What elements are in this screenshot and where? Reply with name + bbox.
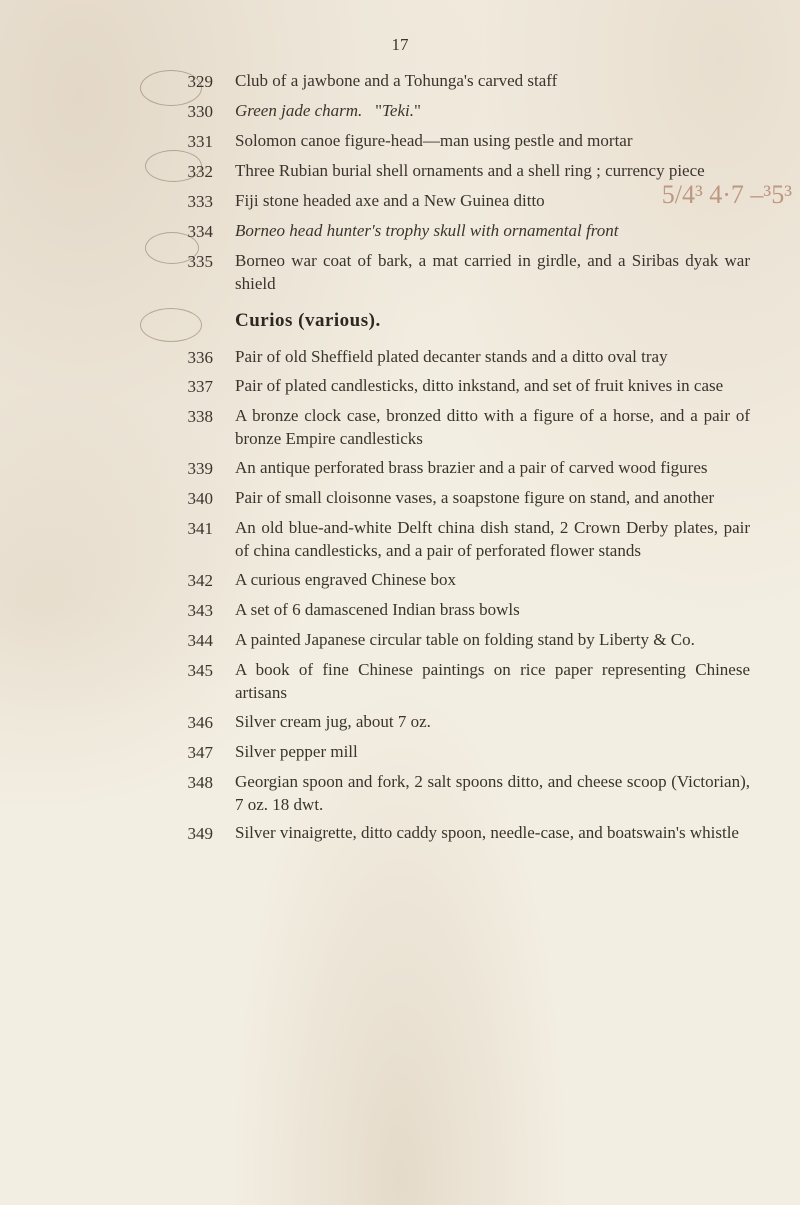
catalogue-description: Green jade charm. "Teki." <box>235 100 750 123</box>
catalogue-description: A curious engraved Chinese box <box>235 569 750 592</box>
catalogue-entry: 341An old blue-and-white Delft china dis… <box>145 517 750 563</box>
catalogue-number: 331 <box>145 130 235 154</box>
catalogue-entry: 332Three Rubian burial shell ornaments a… <box>145 160 750 184</box>
catalogue-entry: 336Pair of old Sheffield plated decanter… <box>145 346 750 370</box>
catalogue-description: A book of fine Chinese paintings on rice… <box>235 659 750 705</box>
catalogue-description: Club of a jawbone and a Tohunga's carved… <box>235 70 750 93</box>
catalogue-number: 333 <box>145 190 235 214</box>
catalogue-entry: 330Green jade charm. "Teki." <box>145 100 750 124</box>
catalogue-entry: 345A book of fine Chinese paintings on r… <box>145 659 750 705</box>
catalogue-entry: 342A curious engraved Chinese box <box>145 569 750 593</box>
catalogue-entry: 349Silver vinaigrette, ditto caddy spoon… <box>145 822 750 846</box>
catalogue-entry: 334Borneo head hunter's trophy skull wit… <box>145 220 750 244</box>
page-number: 17 <box>0 35 800 55</box>
catalogue-number: 345 <box>145 659 235 683</box>
catalogue-entry: 339An antique perforated brass brazier a… <box>145 457 750 481</box>
catalogue-entry: 338A bronze clock case, bronzed ditto wi… <box>145 405 750 451</box>
catalogue-number: 336 <box>145 346 235 370</box>
section-heading: Curios (various). <box>235 310 750 332</box>
catalogue-number: 330 <box>145 100 235 124</box>
catalogue-body: 329Club of a jawbone and a Tohunga's car… <box>145 70 750 852</box>
catalogue-number: 341 <box>145 517 235 541</box>
catalogue-entry: 340Pair of small cloisonne vases, a soap… <box>145 487 750 511</box>
catalogue-number: 349 <box>145 822 235 846</box>
catalogue-number: 329 <box>145 70 235 94</box>
catalogue-entry: 344A painted Japanese circular table on … <box>145 629 750 653</box>
catalogue-entry: 343A set of 6 damascened Indian brass bo… <box>145 599 750 623</box>
catalogue-description: Borneo war coat of bark, a mat carried i… <box>235 250 750 296</box>
catalogue-number: 339 <box>145 457 235 481</box>
catalogue-description: Fiji stone headed axe and a New Guinea d… <box>235 190 750 213</box>
catalogue-number: 342 <box>145 569 235 593</box>
catalogue-number: 347 <box>145 741 235 765</box>
catalogue-description: Silver pepper mill <box>235 741 750 764</box>
catalogue-number: 348 <box>145 771 235 795</box>
catalogue-number: 346 <box>145 711 235 735</box>
catalogue-entry: 333Fiji stone headed axe and a New Guine… <box>145 190 750 214</box>
catalogue-description: Silver cream jug, about 7 oz. <box>235 711 750 734</box>
catalogue-entry: 329Club of a jawbone and a Tohunga's car… <box>145 70 750 94</box>
catalogue-number: 338 <box>145 405 235 429</box>
catalogue-description: Silver vinaigrette, ditto caddy spoon, n… <box>235 822 750 845</box>
catalogue-description: Three Rubian burial shell ornaments and … <box>235 160 750 183</box>
catalogue-description: A painted Japanese circular table on fol… <box>235 629 750 652</box>
catalogue-entry: 347Silver pepper mill <box>145 741 750 765</box>
catalogue-number: 337 <box>145 375 235 399</box>
catalogue-description: Pair of plated candlesticks, ditto inkst… <box>235 375 750 398</box>
catalogue-number: 344 <box>145 629 235 653</box>
catalogue-entry: 335Borneo war coat of bark, a mat carrie… <box>145 250 750 296</box>
catalogue-description: A bronze clock case, bronzed ditto with … <box>235 405 750 451</box>
catalogue-description: An old blue-and-white Delft china dish s… <box>235 517 750 563</box>
catalogue-number: 335 <box>145 250 235 274</box>
catalogue-description: An antique perforated brass brazier and … <box>235 457 750 480</box>
catalogue-entry: 348Georgian spoon and fork, 2 salt spoon… <box>145 771 750 817</box>
catalogue-number: 340 <box>145 487 235 511</box>
catalogue-entry: 331Solomon canoe figure-head—man using p… <box>145 130 750 154</box>
catalogue-entry: 346Silver cream jug, about 7 oz. <box>145 711 750 735</box>
catalogue-description: Pair of old Sheffield plated decanter st… <box>235 346 750 369</box>
catalogue-description: Pair of small cloisonne vases, a soapsto… <box>235 487 750 510</box>
catalogue-description: Georgian spoon and fork, 2 salt spoons d… <box>235 771 750 817</box>
catalogue-number: 334 <box>145 220 235 244</box>
catalogue-number: 343 <box>145 599 235 623</box>
catalogue-number: 332 <box>145 160 235 184</box>
catalogue-description: Solomon canoe figure-head—man using pest… <box>235 130 750 153</box>
catalogue-description: Borneo head hunter's trophy skull with o… <box>235 220 750 243</box>
catalogue-description: A set of 6 damascened Indian brass bowls <box>235 599 750 622</box>
catalogue-entry: 337Pair of plated candlesticks, ditto in… <box>145 375 750 399</box>
